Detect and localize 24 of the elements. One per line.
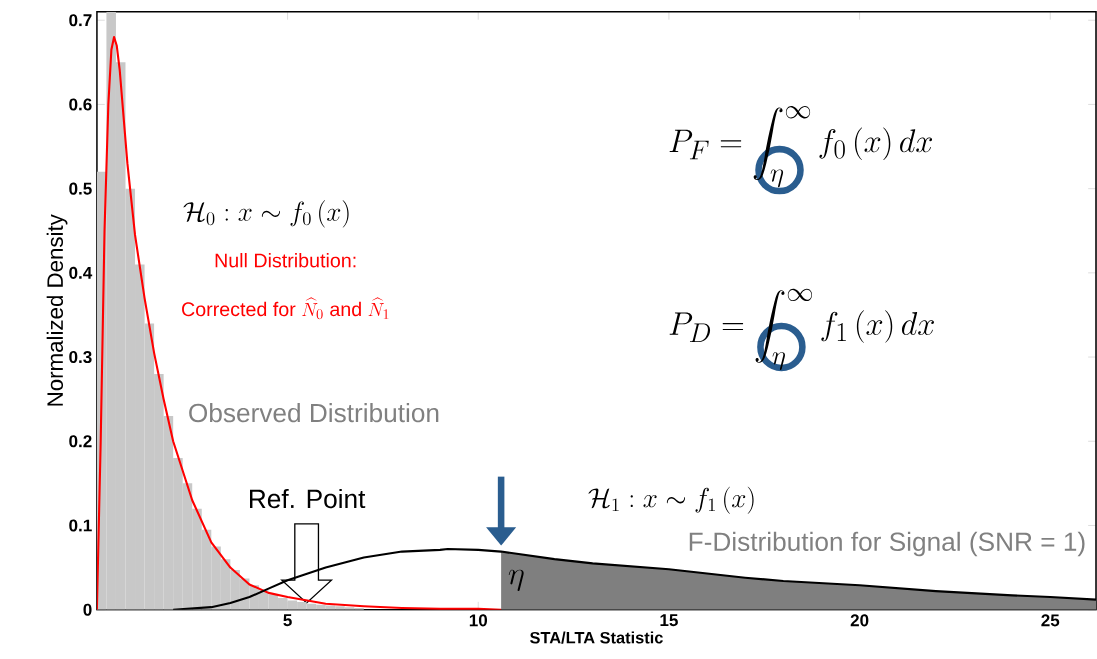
y-axis-title: Normalized Density	[46, 214, 68, 406]
x-tick-label: 10	[469, 614, 488, 627]
annotation: $\mathcal{H}_0 : x \sim f_0\left(x\right)$	[183, 200, 349, 228]
y-tick-label: 0.5	[69, 182, 92, 195]
annotation: Null Distribution:	[215, 253, 356, 268]
y-tick-label: 0	[83, 603, 92, 616]
y-tick-label: 0.4	[69, 266, 93, 279]
y-tick-label: 0.1	[69, 519, 92, 532]
x-tick-label: 5	[283, 614, 292, 627]
x-tick-label: 25	[1041, 614, 1060, 627]
y-tick-label: 0.6	[69, 98, 92, 111]
y-tick-label: 0.3	[69, 351, 92, 364]
y-tick-label: 0.7	[69, 14, 92, 27]
annotation: F-Distribution for Signal (SNR = 1)	[689, 531, 1085, 557]
annotation: Ref. Point	[250, 488, 366, 509]
x-axis-title: STA/LTA Statistic	[530, 631, 663, 644]
annotation: $P_F = \int_{\eta}^{\infty} f_0\left(x\right)dx$	[669, 106, 933, 188]
annotation: $\mbox{Corrected for }\widehat{N}_0\mbox{ and }\widehat{N}_1$	[182, 297, 389, 320]
annotation: $\mathcal{H}_1 : x \sim f_1\left(x\right)$	[588, 486, 754, 514]
x-tick-label: 15	[660, 614, 678, 627]
annotation: $\eta$	[508, 569, 524, 592]
y-tick-label: 0.2	[69, 435, 92, 448]
annotation: Observed Distribution	[189, 403, 439, 423]
x-tick-label: 20	[850, 614, 869, 627]
